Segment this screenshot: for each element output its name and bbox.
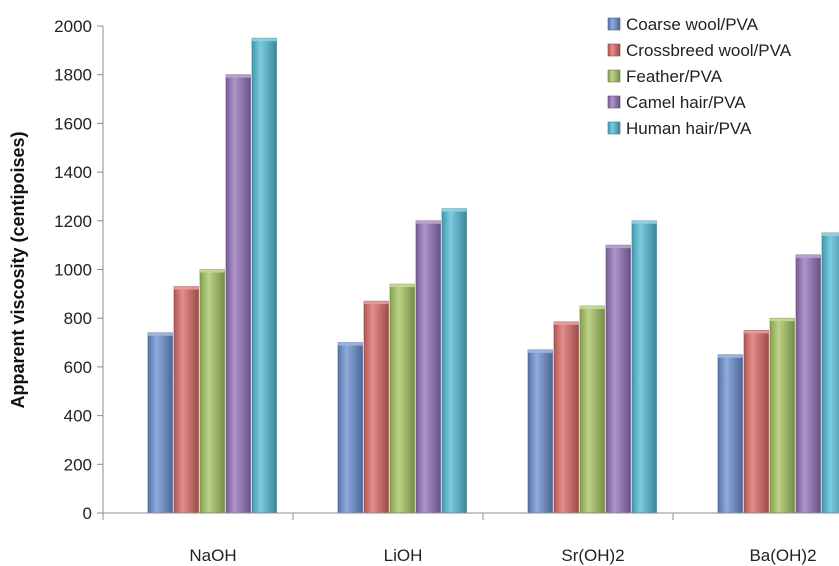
bar-cap [174, 286, 199, 290]
bar-cap [148, 332, 173, 336]
bar-cap [200, 269, 225, 273]
bar-cap [528, 349, 553, 353]
bar-crossbreed-wool-pva-lioh [363, 300, 389, 514]
bar-camel-hair-pva-sr-oh-2 [605, 244, 631, 514]
legend: Coarse wool/PVA Crossbreed wool/PVA Feathe… [607, 15, 792, 138]
y-axis-title: Apparent viscosity (centipoises) [8, 131, 28, 408]
y-tick-label: 1400 [54, 163, 92, 182]
legend-swatch [607, 69, 621, 83]
x-category-label: Ba(OH)2 [749, 546, 816, 565]
bar-cap [718, 354, 743, 358]
bar-feather-pva-lioh [389, 283, 415, 514]
bar-cap [822, 232, 839, 236]
bar-coarse-wool-pva-naoh [147, 332, 173, 514]
bar-camel-hair-pva-lioh [415, 220, 441, 514]
legend-label: Crossbreed wool/PVA [626, 41, 792, 60]
bar-cap [364, 301, 389, 305]
y-tick-label: 200 [64, 455, 92, 474]
y-tick-labels: 0 200 400 600 800 1000 1200 1400 1600 1800 2000 [54, 17, 92, 523]
bar-feather-pva-sr-oh-2 [579, 305, 605, 514]
bar-crossbreed-wool-pva-ba-oh-2 [743, 330, 769, 514]
bar-cap [744, 330, 769, 334]
legend-label: Human hair/PVA [626, 119, 752, 138]
bar-coarse-wool-pva-sr-oh-2 [527, 349, 553, 514]
legend-swatch [607, 43, 621, 57]
y-tick-label: 1200 [54, 212, 92, 231]
bar-cap [338, 342, 363, 346]
bar-feather-pva-ba-oh-2 [769, 317, 795, 514]
bar-cap [252, 38, 277, 42]
y-tick-label: 1600 [54, 114, 92, 133]
x-category-label: LiOH [384, 546, 423, 565]
bar-cap [554, 321, 579, 325]
bar-crossbreed-wool-pva-sr-oh-2 [553, 321, 579, 514]
bar-cap [416, 220, 441, 224]
legend-label: Feather/PVA [626, 67, 723, 86]
legend-swatch [607, 95, 621, 109]
bar-cap [390, 284, 415, 288]
bar-coarse-wool-pva-lioh [337, 342, 363, 514]
bar-camel-hair-pva-ba-oh-2 [795, 254, 821, 514]
x-category-label: NaOH [189, 546, 236, 565]
axes-layer [97, 25, 839, 520]
legend-swatch [607, 17, 621, 31]
bar-cap [580, 306, 605, 310]
bar-feather-pva-naoh [199, 269, 225, 514]
y-tick-label: 600 [64, 358, 92, 377]
y-tick-label: 400 [64, 407, 92, 426]
bar-camel-hair-pva-naoh [225, 74, 251, 514]
x-category-label: Sr(OH)2 [561, 546, 624, 565]
x-category-labels: NaOH LiOH Sr(OH)2 Ba(OH)2 [189, 546, 816, 565]
bar-human-hair-pva-ba-oh-2 [821, 232, 839, 514]
legend-label: Coarse wool/PVA [626, 15, 759, 34]
bar-coarse-wool-pva-ba-oh-2 [717, 354, 743, 514]
bar-human-hair-pva-lioh [441, 208, 467, 514]
bar-human-hair-pva-naoh [251, 37, 277, 514]
y-axis-title-layer: Apparent viscosity (centipoises) [8, 131, 28, 408]
y-tick-label: 0 [83, 504, 92, 523]
bar-cap [770, 318, 795, 322]
bar-human-hair-pva-sr-oh-2 [631, 220, 657, 514]
bar-cap [632, 220, 657, 224]
y-tick-label: 1800 [54, 66, 92, 85]
bar-cap [796, 254, 821, 258]
legend-swatch [607, 121, 621, 135]
bar-crossbreed-wool-pva-naoh [173, 286, 199, 514]
y-tick-label: 1000 [54, 261, 92, 280]
y-tick-label: 2000 [54, 17, 92, 36]
bar-cap [442, 208, 467, 212]
legend-label: Camel hair/PVA [626, 93, 746, 112]
bar-cap [606, 245, 631, 249]
bar-cap [226, 74, 251, 78]
y-tick-label: 800 [64, 309, 92, 328]
